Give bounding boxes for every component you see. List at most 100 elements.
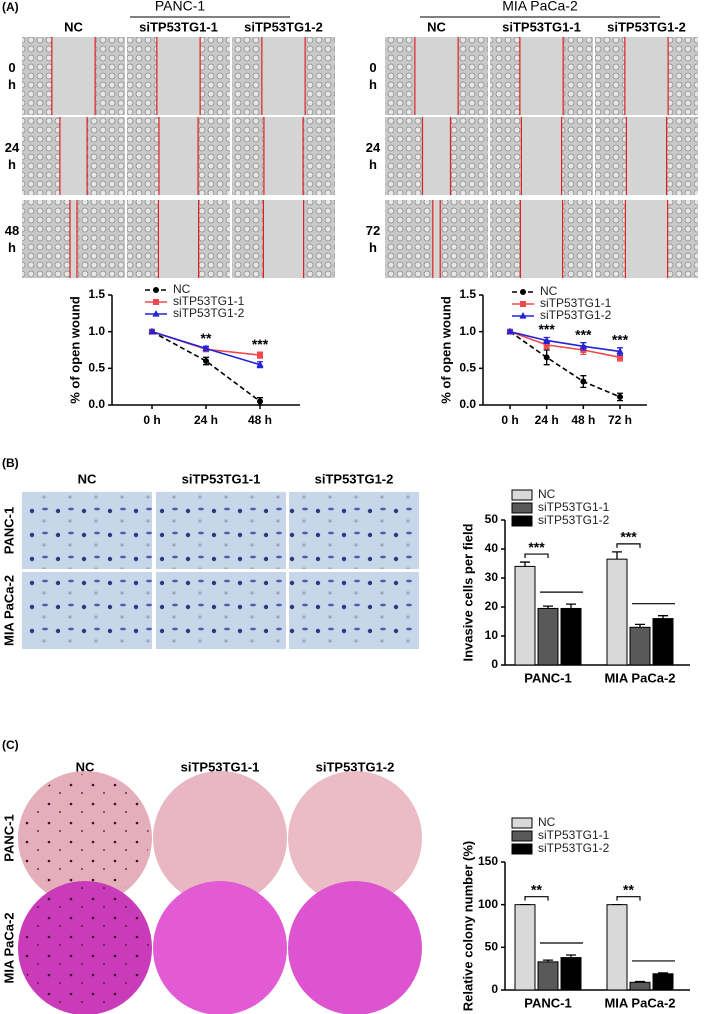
- wound-area: [51, 37, 96, 115]
- y-tick-label: 50: [485, 940, 499, 954]
- legend-label: siTP53TG1-2: [538, 513, 610, 527]
- x-tick-label: 72 h: [608, 413, 632, 427]
- wound-area: [414, 37, 459, 115]
- marker: [580, 378, 587, 385]
- wound-area: [519, 37, 564, 115]
- column-label: siTP53TG1-2: [315, 471, 394, 486]
- y-axis-label: Relative colony number (%): [460, 841, 475, 1011]
- panel-label: (B): [2, 456, 19, 470]
- row-label: PANC-1: [1, 814, 16, 861]
- significance: **: [531, 881, 542, 897]
- significance: ***: [612, 332, 629, 348]
- legend-label: siTP53TG1-1: [538, 500, 610, 514]
- bar: [514, 565, 536, 666]
- micrograph: [156, 572, 286, 649]
- y-axis-label: Invasive cells per field: [460, 523, 475, 661]
- marker: [617, 354, 623, 361]
- legend-label: siTP53TG1-1: [173, 294, 245, 308]
- legend-label: NC: [173, 282, 191, 296]
- wound-area: [422, 117, 451, 195]
- wound-area: [263, 117, 304, 195]
- y-tick-label: 30: [485, 570, 499, 584]
- colonies: [21, 884, 149, 1012]
- column-label: NC: [427, 19, 446, 34]
- y-tick-label: 0.5: [459, 361, 476, 375]
- bar: [629, 981, 651, 991]
- wound-area: [625, 200, 668, 278]
- marker: [153, 299, 159, 305]
- significance: ***: [575, 326, 592, 342]
- error-bar: [612, 551, 622, 560]
- row-label: 0 h: [369, 60, 377, 92]
- y-tick-label: 150: [478, 854, 498, 868]
- wound-area: [432, 200, 441, 278]
- x-tick-label: 24 h: [535, 413, 559, 427]
- significance: ***: [528, 539, 545, 555]
- marker: [617, 393, 623, 400]
- marker: [257, 352, 263, 359]
- micrograph: [289, 572, 419, 649]
- column-label: siTP53TG1-1: [182, 471, 261, 486]
- y-tick-label: 1.0: [459, 324, 476, 338]
- y-tick-label: 10: [485, 628, 499, 642]
- bar: [606, 558, 628, 666]
- series-line: [509, 331, 621, 398]
- marker: [506, 327, 514, 335]
- column-label: siTP53TG1-2: [316, 759, 395, 774]
- bar: [652, 973, 674, 991]
- y-tick-label: 40: [485, 541, 499, 555]
- bar: [560, 957, 582, 991]
- y-tick-label: 100: [478, 897, 498, 911]
- column-label: NC: [64, 19, 83, 34]
- column-label: siTP53TG1-2: [244, 19, 323, 34]
- row-label: MIA PaCa-2: [1, 912, 16, 983]
- bar: [560, 607, 582, 666]
- culture-plate: [153, 881, 287, 1014]
- y-tick-label: 0.5: [88, 361, 105, 375]
- panel-label: (C): [2, 738, 19, 752]
- marker: [520, 301, 526, 307]
- y-tick-label: 0.0: [88, 397, 105, 411]
- column-label: siTP53TG1-1: [181, 759, 260, 774]
- marker: [153, 287, 159, 293]
- error-bar: [566, 603, 576, 609]
- group-title: MIA PaCa-2: [502, 0, 578, 14]
- error-bar: [520, 561, 530, 567]
- y-tick-label: 0: [491, 982, 498, 996]
- legend-label: siTP53TG1-2: [540, 308, 612, 322]
- wound-area: [624, 37, 669, 115]
- y-tick-label: 1.0: [88, 324, 105, 338]
- bar: [537, 607, 559, 666]
- marker: [257, 398, 263, 405]
- colonies: [21, 774, 149, 902]
- row-label: 24 h: [4, 140, 20, 172]
- significance-bracket: [524, 553, 549, 559]
- legend-label: siTP53TG1-1: [540, 296, 612, 310]
- micrograph: [22, 492, 152, 569]
- marker: [148, 327, 156, 335]
- y-axis-label: % of open wound: [67, 296, 82, 404]
- culture-plate: [288, 881, 422, 1014]
- x-tick-label: 0 h: [501, 413, 518, 427]
- bar: [514, 904, 536, 991]
- wound-area: [158, 117, 199, 195]
- marker: [543, 341, 550, 348]
- marker: [543, 336, 551, 344]
- wound-area: [156, 37, 201, 115]
- marker: [520, 289, 526, 295]
- marker: [616, 347, 624, 355]
- marker: [203, 358, 209, 364]
- marker: [519, 312, 527, 319]
- x-tick-label: PANC-1: [524, 995, 571, 1010]
- marker: [543, 354, 550, 361]
- wound-area: [69, 200, 78, 278]
- x-tick-label: PANC-1: [524, 670, 571, 685]
- significance: ***: [252, 336, 269, 352]
- legend-label: NC: [538, 815, 556, 829]
- legend-label: siTP53TG1-2: [173, 306, 245, 320]
- legend-swatch: [511, 502, 533, 514]
- x-tick-label: 24 h: [194, 413, 218, 427]
- x-tick-label: 48 h: [248, 413, 272, 427]
